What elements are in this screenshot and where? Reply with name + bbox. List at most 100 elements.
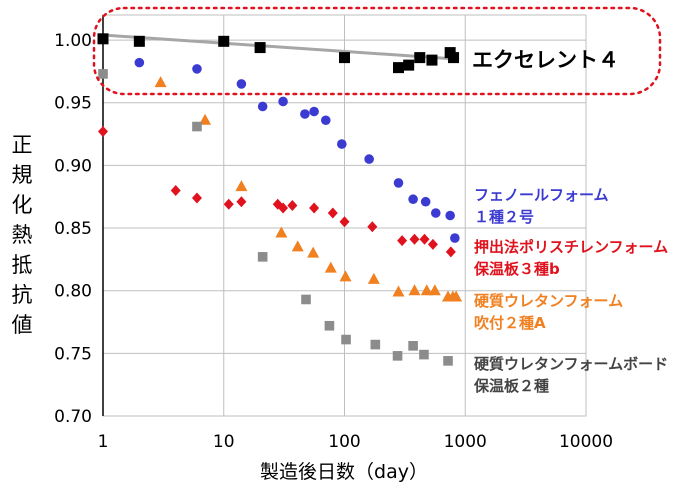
point-spray-urethane [275,226,288,238]
point-phenol [420,196,431,207]
point-spray-urethane [307,246,320,258]
point-xps [278,202,289,214]
callout-box [92,6,662,96]
point-phenol [320,115,331,126]
point-spray-urethane [324,261,337,273]
x-tick-label: 10000 [559,432,613,452]
point-xps [367,221,378,233]
data-marks [97,33,463,366]
point-phenol [300,109,310,119]
point-urethane-board [341,334,351,345]
point-urethane-board [408,341,418,351]
point-xps [445,246,456,258]
point-excellent4 [403,59,415,71]
trendline [102,33,454,61]
point-urethane-board [192,121,202,132]
point-excellent4 [133,35,145,47]
series-excellent4 [97,33,460,74]
legend-phenol-line2: １種２号 [474,208,534,226]
point-phenol [257,101,268,112]
point-phenol [408,194,418,205]
point-spray-urethane [367,272,380,284]
point-excellent4 [254,42,266,54]
point-excellent4 [426,54,438,66]
series-xps [98,126,456,258]
point-urethane-board [324,320,335,331]
legend-xps-line2: 保温板３種b [473,260,560,278]
point-xps [327,207,338,219]
point-excellent4 [448,52,460,64]
point-xps [309,202,320,214]
point-excellent4 [414,52,426,64]
legend-xps-line1: 押出法ポリスチレンフォーム [474,238,668,256]
point-xps [170,184,181,196]
legend-board-line1: 硬質ウレタンフォームボード [474,355,668,373]
point-phenol [309,106,319,117]
callout-label: エクセレント４ [472,48,619,72]
legend-spray: 硬質ウレタンフォーム 吹付２種A [474,292,623,332]
legend-board: 硬質ウレタンフォームボード 保温板２種 [473,355,668,395]
point-urethane-board [443,356,453,366]
point-phenol [364,154,374,164]
point-xps [427,238,438,250]
point-spray-urethane [199,113,212,125]
x-axis-label: 製造後日数（day） [260,461,428,483]
point-phenol [192,64,202,74]
y-tick-label: 1.00 [54,31,92,51]
point-urethane-board [392,351,403,361]
y-tick-label: 0.85 [54,219,92,239]
point-phenol [450,233,460,243]
point-urethane-board [301,294,311,305]
point-spray-urethane [428,284,441,296]
y-axis-label: 正規化熱抵抗値 [12,133,33,337]
point-phenol [430,208,441,218]
x-tick-label: 10 [213,432,235,452]
point-excellent4 [218,35,230,47]
point-xps [98,126,108,138]
point-urethane-board [370,339,381,350]
point-xps [409,233,420,245]
legend-xps: 押出法ポリスチレンフォーム 保温板３種b [473,238,668,278]
point-phenol [393,178,404,188]
legend-spray-line2: 吹付２種A [474,314,546,332]
point-phenol [134,57,145,68]
x-tick-label: 1 [98,432,109,452]
x-tick-label: 100 [328,432,360,452]
y-tick-label: 0.90 [54,156,92,176]
series-phenol [134,57,460,243]
legend-phenol-line1: フェノールフォーム [474,186,609,204]
legend-phenol: フェノールフォーム １種２号 [474,186,609,226]
point-urethane-board [257,252,268,262]
point-spray-urethane [154,76,167,88]
legend-board-line2: 保温板２種 [473,377,549,395]
point-spray-urethane [291,240,304,252]
point-xps [339,216,350,228]
point-xps [397,235,408,247]
point-xps [191,192,202,204]
point-xps [287,199,298,211]
point-urethane-board [98,69,108,79]
tick-labels: 1 10 100 1000 10000 0.70 0.75 0.80 0.85 0.90 0.95 1… [54,31,613,452]
point-spray-urethane [235,180,248,192]
point-spray-urethane [420,284,433,296]
point-excellent4 [97,33,109,45]
x-tick-label: 1000 [444,432,487,452]
series-urethane-board [98,69,453,366]
trendline-excellent4 [102,33,454,61]
point-spray-urethane [408,284,421,296]
point-xps [419,233,430,245]
y-tick-label: 0.70 [54,407,92,427]
point-phenol [236,79,247,89]
point-spray-urethane [392,285,405,297]
y-tick-label: 0.80 [54,282,92,302]
y-tick-label: 0.75 [54,344,92,364]
point-spray-urethane [339,270,352,282]
point-spray-urethane [450,290,463,302]
point-phenol [278,96,288,107]
point-xps [236,196,247,208]
point-xps [223,198,234,210]
point-excellent4 [339,52,350,64]
y-tick-label: 0.95 [54,94,92,114]
series-spray-urethane [154,76,463,302]
